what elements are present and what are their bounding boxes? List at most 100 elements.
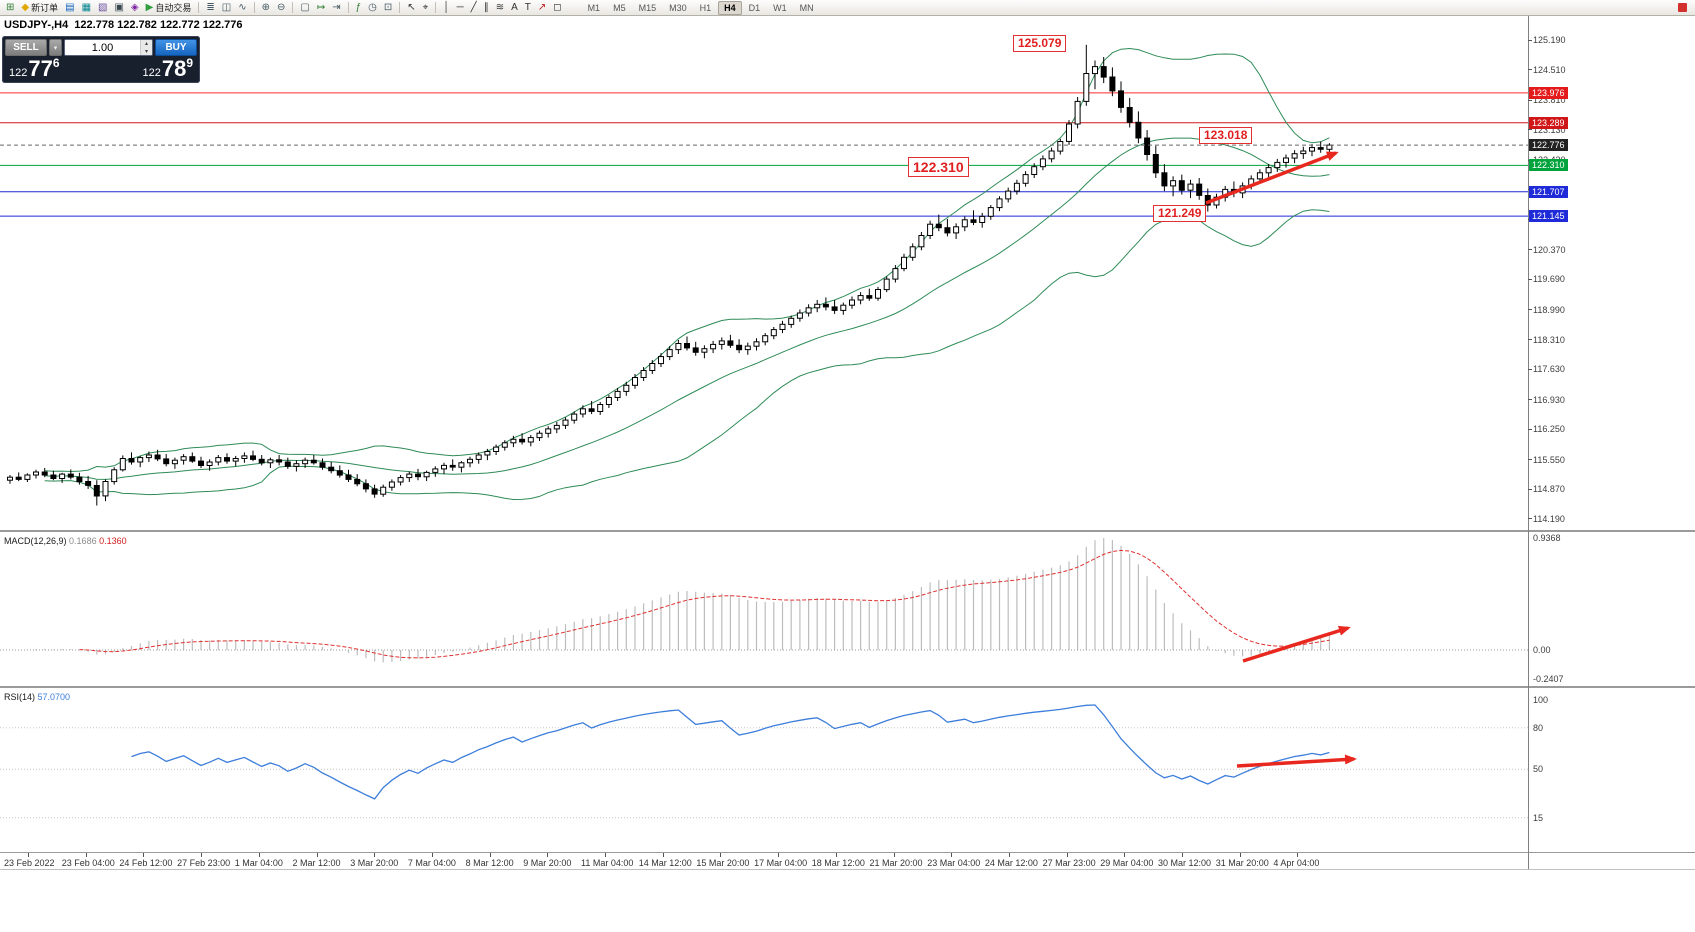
- autotrading-button-label: 自动交易: [155, 3, 192, 13]
- macd-axis-label: -0.2407: [1533, 673, 1564, 684]
- chart-macd-separator[interactable]: [0, 530, 1695, 532]
- line-chart-icon[interactable]: ∿: [235, 1, 249, 15]
- volume-input[interactable]: [65, 40, 140, 55]
- bid-price[interactable]: 122776: [9, 56, 60, 81]
- label-icon[interactable]: T: [522, 1, 534, 15]
- price-axis-tickmark: [1528, 399, 1532, 401]
- timeframe-m5-button[interactable]: M5: [613, 2, 626, 13]
- time-axis-label: 31 Mar 20:00: [1215, 858, 1269, 868]
- macd-rsi-separator[interactable]: [0, 686, 1695, 688]
- macd-name: MACD(12,26,9): [4, 536, 67, 546]
- time-axis-tick: [489, 853, 491, 857]
- time-axis-label: 23 Mar 04:00: [927, 858, 981, 868]
- time-axis-tick: [28, 853, 29, 857]
- data-window-icon[interactable]: ▦: [79, 1, 94, 15]
- timeframe-h1-button[interactable]: H1: [699, 2, 712, 13]
- channel-icon[interactable]: ∥: [481, 1, 492, 15]
- sell-options-caret-icon[interactable]: ▾: [49, 39, 62, 56]
- fibonacci-icon[interactable]: ≋: [493, 1, 507, 15]
- time-axis-tick: [1182, 853, 1183, 857]
- time-axis-label: 4 Apr 04:00: [1273, 858, 1320, 868]
- timeframe-toolbar: M1 M5 M15 M30 H1 H4 D1 W1 MN: [582, 0, 820, 15]
- crosshair-icon[interactable]: ⌖: [420, 1, 432, 15]
- horizontal-line-icon[interactable]: ─: [454, 1, 467, 15]
- navigator-icon[interactable]: ▧: [95, 1, 110, 15]
- ask-pip-digit: 9: [186, 56, 193, 70]
- arrows-icon-glyph: ↗: [537, 1, 547, 13]
- time-axis-label: 23 Feb 04:00: [61, 858, 115, 868]
- rsi-indicator-label: RSI(14) 57.0700: [4, 692, 70, 702]
- price-annotation[interactable]: 125.079: [1013, 35, 1067, 52]
- periods-icon[interactable]: ◷: [365, 1, 380, 15]
- ask-price[interactable]: 122789: [142, 56, 193, 81]
- label-icon-glyph: T: [524, 1, 531, 13]
- sell-button[interactable]: SELL: [5, 39, 47, 56]
- one-click-trading-panel: SELL ▾ ▴ ▾ BUY 122776 122789: [2, 36, 200, 83]
- chart-shift-icon[interactable]: ⇥: [329, 1, 343, 15]
- cursor-icon[interactable]: ↖: [404, 1, 418, 15]
- new-chart-icon[interactable]: ⊞: [3, 1, 17, 15]
- price-axis-label: 117.630: [1533, 364, 1565, 375]
- rsi-timeaxis-separator: [0, 852, 1695, 853]
- candlestick-chart-icon[interactable]: ◫: [219, 1, 234, 15]
- buy-button[interactable]: BUY: [155, 39, 197, 56]
- price-annotation[interactable]: 121.249: [1153, 205, 1207, 222]
- price-line-label: 121.145: [1529, 210, 1568, 223]
- volume-up-icon[interactable]: ▴: [141, 40, 152, 48]
- zoom-out-icon-glyph: ⊖: [276, 1, 286, 13]
- indicators-icon[interactable]: ƒ: [353, 1, 365, 15]
- timeframe-m30-button[interactable]: M30: [669, 2, 687, 13]
- bars-chart-icon[interactable]: ≣: [203, 1, 217, 15]
- price-axis-label: 123.130: [1533, 124, 1566, 135]
- time-axis-tick: [778, 853, 780, 857]
- autotrading-button[interactable]: ▶ 自动交易: [143, 1, 195, 15]
- price-line-label: 122.776: [1529, 139, 1568, 152]
- timeframe-d1-button[interactable]: D1: [748, 2, 761, 13]
- strategy-tester-icon[interactable]: ◈: [128, 1, 142, 15]
- time-axis-label: 15 Mar 20:00: [696, 858, 750, 868]
- toolbar-red-square-icon[interactable]: [1678, 3, 1687, 12]
- new-order-glyph: ◆: [21, 1, 30, 13]
- macd-signal-value: 0.1360: [99, 536, 127, 546]
- crosshair-icon-glyph: ⌖: [422, 1, 429, 13]
- terminal-icon[interactable]: ▣: [111, 1, 126, 15]
- timeframe-m15-button[interactable]: M15: [638, 2, 657, 13]
- price-line-label: 121.707: [1529, 185, 1568, 198]
- vertical-line-icon-glyph: │: [443, 1, 450, 13]
- timeframe-m1-button[interactable]: M1: [587, 2, 601, 13]
- time-axis-tick: [201, 853, 203, 857]
- timeframe-w1-button[interactable]: W1: [773, 2, 787, 13]
- time-axis-label: 1 Mar 04:00: [234, 858, 283, 868]
- new-order-button[interactable]: ◆ 新订单: [18, 1, 61, 15]
- time-axis-label: 29 Mar 04:00: [1100, 858, 1154, 868]
- price-annotation[interactable]: 122.310: [908, 157, 969, 177]
- time-axis-tick: [720, 853, 722, 857]
- price-axis-tickmark: [1528, 249, 1532, 251]
- volume-down-icon[interactable]: ▾: [141, 48, 152, 55]
- tile-windows-icon[interactable]: ▢: [297, 1, 312, 15]
- price-axis-label: 124.510: [1533, 64, 1566, 75]
- templates-icon[interactable]: ⊡: [381, 1, 395, 15]
- time-axis-label: 24 Feb 12:00: [119, 858, 173, 868]
- arrows-icon[interactable]: ↗: [535, 1, 549, 15]
- text-icon[interactable]: A: [508, 1, 521, 15]
- bid-main-digits: 77: [28, 56, 53, 81]
- market-watch-icon[interactable]: ▤: [62, 1, 77, 15]
- timeframe-mn-button[interactable]: MN: [799, 2, 814, 13]
- vertical-line-icon[interactable]: │: [440, 1, 452, 15]
- price-annotation[interactable]: 123.018: [1199, 127, 1253, 144]
- toolbar-separator: [399, 2, 401, 13]
- trendline-icon[interactable]: ╱: [468, 1, 480, 15]
- window-bottom-edge: [0, 869, 1695, 870]
- shapes-icon[interactable]: ◻: [550, 1, 564, 15]
- volume-spinner: ▴ ▾: [140, 40, 152, 55]
- price-line-label: 123.976: [1529, 86, 1568, 99]
- navigator-icon-glyph: ▧: [98, 1, 108, 13]
- price-axis-label: 118.990: [1533, 304, 1565, 315]
- zoom-out-icon[interactable]: ⊖: [274, 1, 288, 15]
- zoom-in-icon[interactable]: ⊕: [259, 1, 273, 15]
- time-axis-label: 14 Mar 12:00: [638, 858, 692, 868]
- auto-scroll-icon[interactable]: ↦: [314, 1, 328, 15]
- timeframe-h4-button[interactable]: H4: [718, 0, 742, 15]
